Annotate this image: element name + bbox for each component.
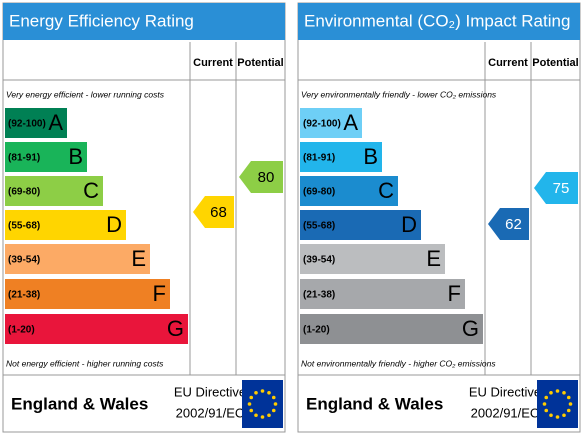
band-range: (92-100)	[8, 119, 46, 130]
rating-panel: Environmental (CO₂) Impact Rating Current…	[297, 2, 581, 433]
band-range: (1-20)	[8, 325, 35, 336]
rating-band	[5, 279, 170, 309]
rating-band	[300, 108, 362, 138]
directive: EU Directive	[469, 384, 541, 399]
panel-title: Environmental (CO₂) Impact Rating	[304, 11, 570, 30]
band-range: (39-54)	[303, 255, 335, 266]
flag-star	[555, 389, 560, 393]
band-range: (21-38)	[303, 290, 335, 301]
band-letter: D	[106, 212, 122, 237]
region: England & Wales	[11, 394, 148, 413]
panel-title: Energy Efficiency Rating	[9, 11, 194, 30]
band-letter: F	[448, 281, 461, 306]
bottom-note: Not energy efficient - higher running co…	[6, 358, 164, 368]
flag-star	[566, 408, 571, 413]
flag-star	[267, 413, 271, 418]
column-header: Current	[193, 57, 233, 69]
band-range: (92-100)	[303, 119, 341, 130]
band-range: (55-68)	[8, 221, 40, 232]
flag-star	[568, 402, 573, 406]
band-range: (69-80)	[8, 187, 40, 198]
band-range: (81-91)	[8, 153, 40, 164]
current-value: 62	[505, 216, 522, 233]
flag-star	[549, 390, 553, 395]
flag-star	[260, 389, 265, 393]
column-header: Potential	[532, 57, 578, 69]
band-range: (81-91)	[303, 153, 335, 164]
flag-star	[273, 402, 278, 406]
rating-band	[300, 142, 382, 172]
flag-star	[271, 408, 276, 413]
directive: EU Directive	[174, 384, 246, 399]
rating-panel: Energy Efficiency Rating Current Potential…	[2, 2, 286, 433]
rating-band	[300, 210, 421, 240]
rating-band	[5, 176, 103, 206]
flag-star	[555, 415, 560, 419]
current-arrow	[193, 196, 234, 228]
potential-arrow	[534, 172, 578, 204]
band-letter: G	[167, 316, 184, 341]
band-letter: A	[343, 110, 358, 135]
band-letter: E	[426, 246, 441, 271]
rating-band	[5, 108, 67, 138]
top-note: Very energy efficient - lower running co…	[6, 89, 165, 99]
flag-star	[249, 408, 254, 413]
directive: 2002/91/EC	[471, 405, 540, 420]
potential-value: 80	[258, 169, 275, 186]
flag-star	[271, 395, 276, 400]
rating-band	[5, 142, 87, 172]
band-letter: G	[462, 316, 479, 341]
potential-arrow	[239, 161, 283, 193]
flag-star	[267, 390, 271, 395]
current-arrow	[488, 208, 529, 240]
flag-star	[247, 402, 252, 406]
rating-band	[5, 210, 126, 240]
column-header: Potential	[237, 57, 283, 69]
band-range: (21-38)	[8, 290, 40, 301]
rating-band	[300, 314, 483, 344]
flag-star	[254, 390, 258, 395]
rating-band	[300, 244, 445, 274]
band-range: (39-54)	[8, 255, 40, 266]
rating-band	[300, 176, 398, 206]
flag-star	[566, 395, 571, 400]
band-letter: B	[68, 144, 83, 169]
band-letter: F	[153, 281, 166, 306]
column-header: Current	[488, 57, 528, 69]
flag-star	[260, 415, 265, 419]
potential-value: 75	[553, 180, 570, 197]
band-letter: D	[401, 212, 417, 237]
region: England & Wales	[306, 394, 443, 413]
band-letter: B	[363, 144, 378, 169]
band-letter: A	[48, 110, 63, 135]
rating-band	[300, 279, 465, 309]
title-bar	[3, 3, 285, 40]
current-value: 68	[210, 204, 227, 221]
band-letter: C	[378, 178, 394, 203]
bottom-note: Not environmentally friendly - higher CO…	[301, 358, 496, 368]
directive: 2002/91/EC	[176, 405, 245, 420]
band-range: (1-20)	[303, 325, 330, 336]
band-letter: C	[83, 178, 99, 203]
top-note: Very environmentally friendly - lower CO…	[301, 89, 497, 99]
band-range: (69-80)	[303, 187, 335, 198]
flag-star	[549, 413, 553, 418]
flag-star	[544, 395, 549, 400]
band-range: (55-68)	[303, 221, 335, 232]
title-bar	[298, 3, 580, 40]
flag-star	[254, 413, 258, 418]
flag-star	[542, 402, 547, 406]
flag-star	[544, 408, 549, 413]
rating-band	[5, 244, 150, 274]
flag-star	[249, 395, 254, 400]
flag-star	[562, 413, 566, 418]
band-letter: E	[131, 246, 146, 271]
flag-star	[562, 390, 566, 395]
rating-band	[5, 314, 188, 344]
